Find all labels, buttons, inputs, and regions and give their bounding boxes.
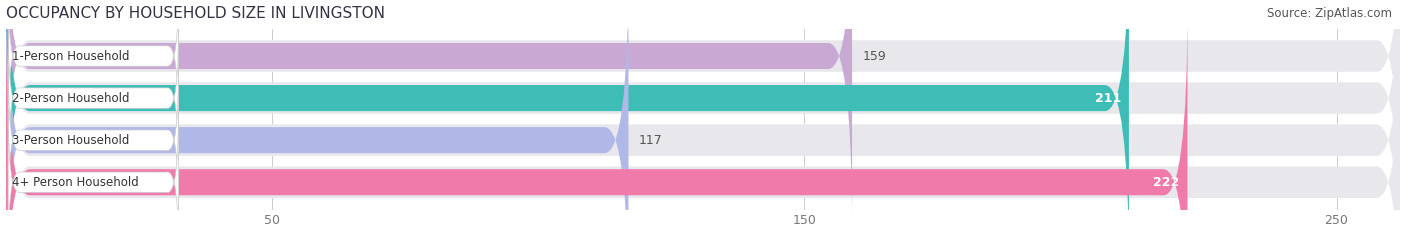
- FancyBboxPatch shape: [8, 66, 179, 214]
- Text: 117: 117: [640, 134, 662, 147]
- FancyBboxPatch shape: [6, 0, 1400, 230]
- Text: Source: ZipAtlas.com: Source: ZipAtlas.com: [1267, 7, 1392, 20]
- FancyBboxPatch shape: [8, 108, 179, 233]
- FancyBboxPatch shape: [6, 0, 1400, 233]
- Text: OCCUPANCY BY HOUSEHOLD SIZE IN LIVINGSTON: OCCUPANCY BY HOUSEHOLD SIZE IN LIVINGSTO…: [6, 6, 385, 21]
- FancyBboxPatch shape: [6, 9, 1400, 233]
- FancyBboxPatch shape: [8, 0, 179, 130]
- FancyBboxPatch shape: [6, 0, 1400, 233]
- FancyBboxPatch shape: [6, 6, 1188, 233]
- Text: 159: 159: [863, 50, 886, 62]
- FancyBboxPatch shape: [8, 24, 179, 172]
- Text: 3-Person Household: 3-Person Household: [11, 134, 129, 147]
- Text: 2-Person Household: 2-Person Household: [11, 92, 129, 105]
- Text: 222: 222: [1153, 176, 1180, 189]
- Text: 4+ Person Household: 4+ Person Household: [11, 176, 139, 189]
- Text: 1-Person Household: 1-Person Household: [11, 50, 129, 62]
- FancyBboxPatch shape: [6, 0, 1129, 233]
- FancyBboxPatch shape: [6, 0, 628, 233]
- FancyBboxPatch shape: [6, 0, 852, 232]
- Text: 211: 211: [1095, 92, 1121, 105]
